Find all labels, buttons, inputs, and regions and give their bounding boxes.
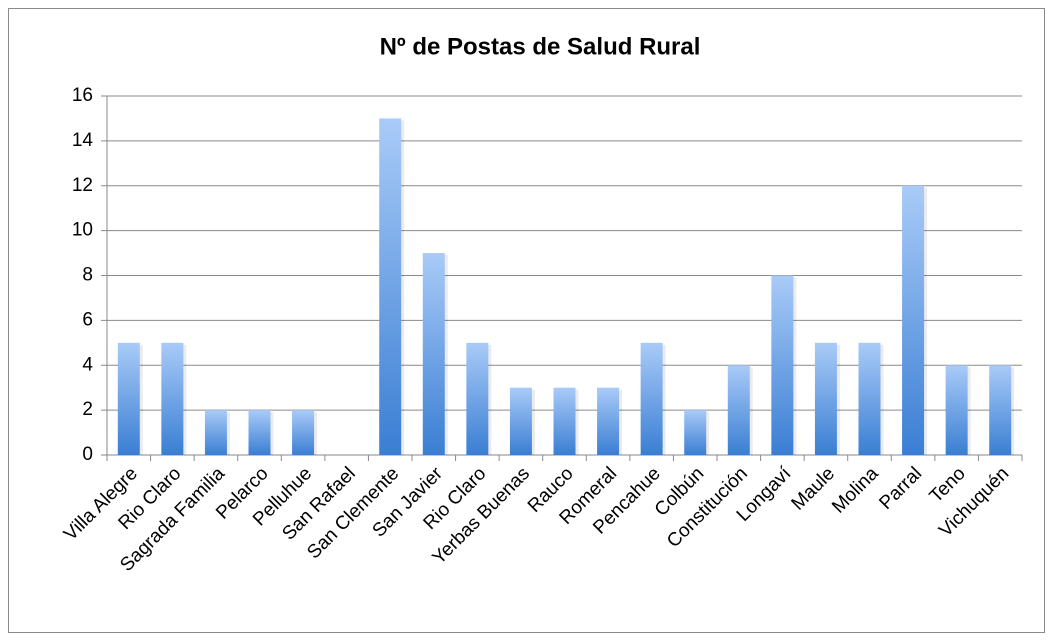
y-tick-label: 10: [72, 220, 93, 241]
bar: [640, 342, 663, 455]
bar: [204, 410, 227, 455]
bar: [902, 185, 925, 455]
bar: [597, 387, 620, 455]
bar: [989, 365, 1012, 455]
bar: [727, 365, 750, 455]
bar: [466, 342, 489, 455]
bar: [684, 410, 707, 455]
bar: [161, 342, 184, 455]
bar: [422, 253, 445, 455]
bar: [292, 410, 315, 455]
y-tick-label: 2: [82, 399, 93, 420]
chart-title: Nº de Postas de Salud Rural: [380, 33, 701, 60]
y-tick-label: 14: [72, 130, 94, 151]
bar: [814, 342, 837, 455]
bar: [858, 342, 881, 455]
y-tick-label: 8: [82, 265, 93, 286]
bar: [248, 410, 271, 455]
y-tick-label: 0: [82, 444, 93, 465]
bar: [509, 387, 532, 455]
bar: [771, 275, 794, 455]
y-tick-label: 4: [82, 354, 93, 375]
bar: [553, 387, 576, 455]
bar: [117, 342, 140, 455]
y-tick-label: 6: [82, 309, 93, 330]
bar: [379, 118, 402, 455]
y-tick-label: 12: [72, 175, 93, 196]
bar: [945, 365, 968, 455]
y-tick-label: 16: [72, 85, 93, 106]
